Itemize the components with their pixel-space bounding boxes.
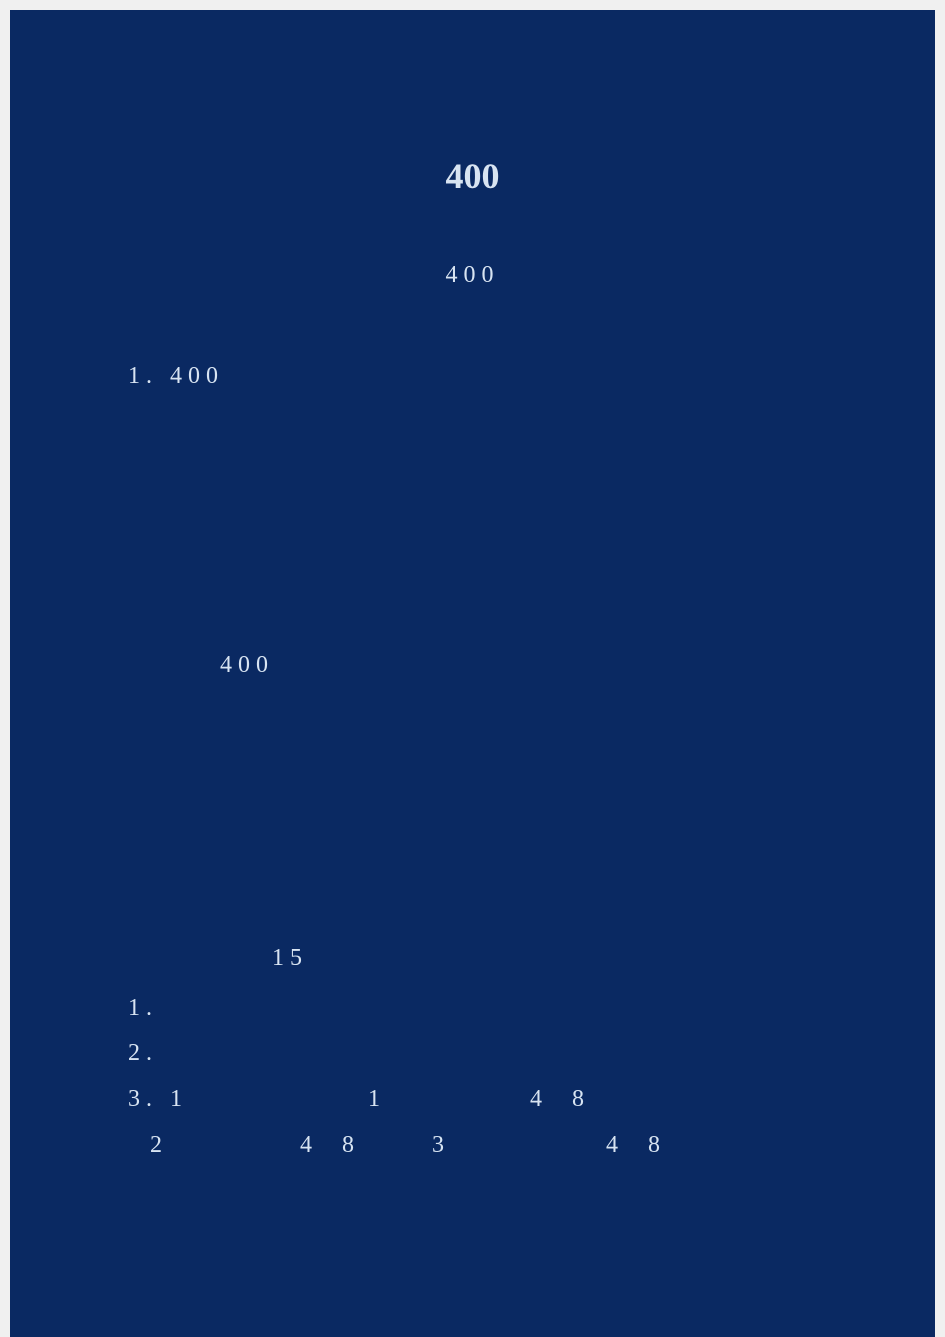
list-item-3-line-2: 2 4 8 3 4 8 bbox=[150, 1127, 900, 1163]
section-2-text: 15 bbox=[272, 940, 308, 976]
section-1b-text: 400 bbox=[220, 647, 274, 683]
list-item-3-line-1: 3. 1 1 4 8 bbox=[128, 1081, 878, 1117]
page-title: 400 bbox=[10, 155, 935, 197]
section-1-heading: 1. 400 bbox=[128, 358, 224, 394]
list-item-1: 1. bbox=[128, 990, 158, 1026]
page-subtitle: 400 bbox=[10, 262, 935, 289]
document-page: 400 400 1. 400 400 15 1. 2. 3. 1 1 4 8 2… bbox=[10, 10, 935, 1337]
list-item-2: 2. bbox=[128, 1035, 158, 1071]
